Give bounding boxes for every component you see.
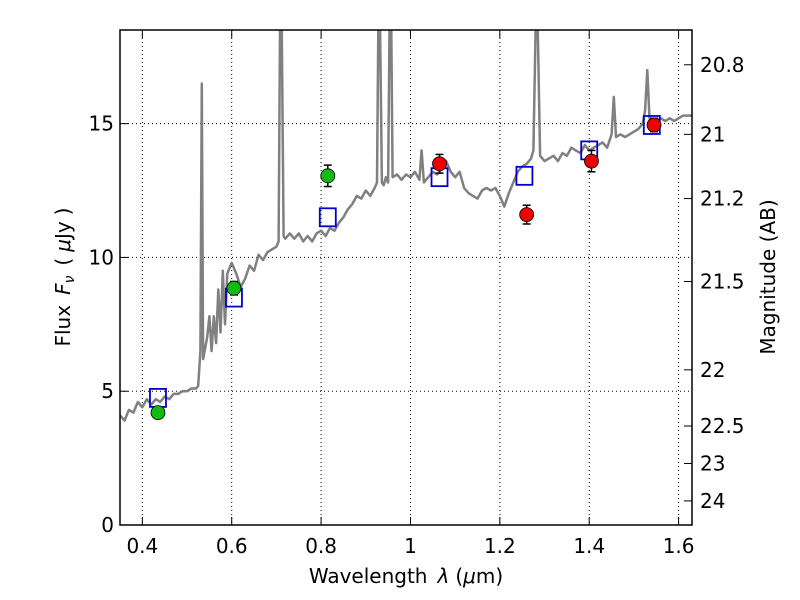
right-tick-label: 23 <box>700 451 725 475</box>
y-axis-ticks: 0 5 10 15 <box>89 112 128 537</box>
x-tick-label: 0.8 <box>305 534 337 558</box>
right-axis-label: Magnitude (AB) <box>756 199 780 354</box>
x-tick-label: 1.6 <box>663 534 695 558</box>
y-axis-label: FluxFν(μJy) <box>51 207 78 346</box>
grid <box>120 30 692 525</box>
y-tick-label: 0 <box>101 513 114 537</box>
observed-point <box>226 280 242 296</box>
observed-point <box>150 405 166 421</box>
right-tick-label: 21 <box>700 122 725 146</box>
model-photometry-square <box>515 165 534 186</box>
right-tick-label: 22 <box>700 358 725 382</box>
right-tick-label: 22.5 <box>700 414 745 438</box>
x-tick-label: 1.2 <box>484 534 516 558</box>
right-tick-label: 24 <box>700 489 725 513</box>
observed-point <box>320 168 336 184</box>
x-tick-label: 0.4 <box>126 534 158 558</box>
x-axis-label: Wavelength λ (μm) <box>309 564 503 588</box>
right-tick-label: 21.2 <box>700 187 745 211</box>
y-tick-label: 5 <box>101 379 114 403</box>
spectrum-line <box>120 30 692 422</box>
plot-frame <box>119 29 693 526</box>
observed-point <box>432 156 447 172</box>
x-axis-ticks: 0.4 0.6 0.8 1 1.2 1.4 1.6 <box>126 30 695 558</box>
x-tick-label: 0.6 <box>216 534 248 558</box>
model-photometry-square <box>318 207 337 228</box>
y-tick-label: 15 <box>89 112 114 136</box>
y-tick-label: 10 <box>89 245 114 269</box>
x-tick-label: 1 <box>404 534 417 558</box>
observed-point <box>519 207 535 223</box>
plot-area <box>120 30 692 422</box>
observed-point <box>646 117 662 133</box>
right-tick-label: 21.5 <box>700 270 745 294</box>
right-axis-ticks: 20.8 21 21.2 21.5 22 22.5 23 24 <box>684 53 745 513</box>
right-tick-label: 20.8 <box>700 53 745 77</box>
observed-point <box>584 153 599 169</box>
x-tick-label: 1.4 <box>573 534 605 558</box>
